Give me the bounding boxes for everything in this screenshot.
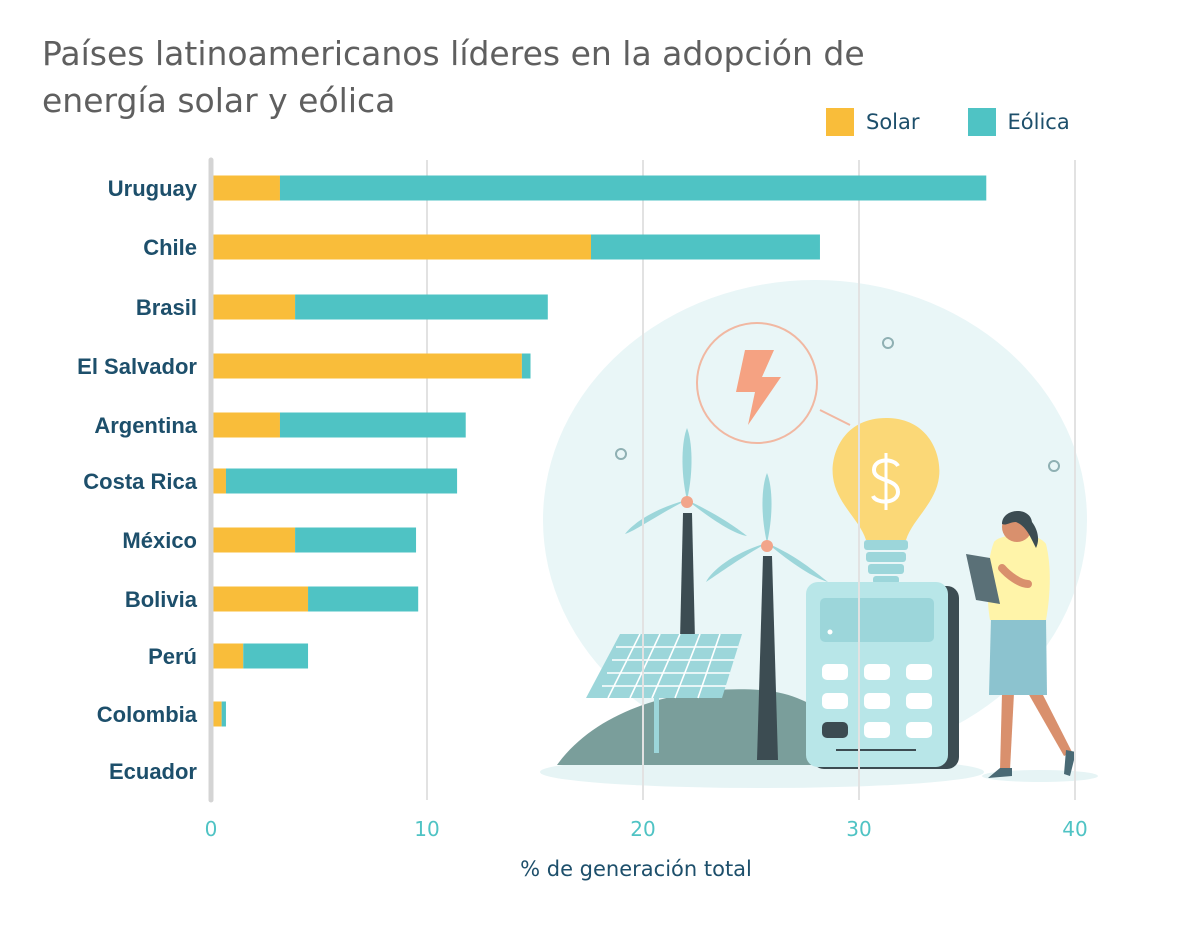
legend-label-eolica: Eólica: [1007, 110, 1070, 134]
decor-circle-3: [1048, 460, 1060, 472]
bar-solar: [213, 586, 309, 612]
y-tick-label: Bolivia: [125, 587, 198, 612]
bar-solar: [213, 527, 296, 553]
y-tick-label: El Salvador: [77, 354, 197, 379]
bar-solar: [213, 412, 280, 438]
bar-eolica: [225, 468, 458, 494]
legend-swatch-eolica: [967, 108, 996, 136]
bar-eolica: [279, 175, 987, 201]
bar-eolica: [521, 353, 531, 379]
legend: Solar Eólica: [826, 108, 1070, 136]
y-tick-label: Brasil: [136, 295, 197, 320]
bar-solar: [213, 701, 222, 727]
legend-item-eolica: Eólica: [967, 108, 1070, 136]
y-tick-label: Perú: [148, 644, 197, 669]
x-tick-label-0: 0: [205, 817, 218, 841]
y-tick-label: Chile: [143, 235, 197, 260]
bar-solar: [213, 234, 591, 260]
wind-turbine-icon: [625, 428, 747, 640]
person-with-tablet-icon: [966, 510, 1076, 778]
y-tick-label: Ecuador: [109, 759, 197, 784]
x-axis-label: % de generación total: [520, 857, 752, 881]
x-tick-label-40: 40: [1062, 817, 1087, 841]
decor-circle-2: [615, 448, 627, 460]
calculator-icon: [806, 582, 959, 769]
bar-eolica: [308, 586, 419, 612]
bar-solar: [213, 353, 522, 379]
lightning-bolt-icon: [696, 322, 851, 444]
bar-eolica: [221, 701, 226, 727]
bar-eolica: [279, 412, 466, 438]
x-axis-ticks: 0 10 20 30 40: [205, 817, 1088, 841]
y-axis-labels: Uruguay Chile Brasil El Salvador Argentina Co…: [77, 176, 198, 784]
bars: [213, 175, 987, 727]
y-tick-label: Costa Rica: [83, 469, 197, 494]
bar-eolica: [591, 234, 820, 260]
y-tick-label: Colombia: [97, 702, 198, 727]
bar-solar: [213, 175, 280, 201]
bar-eolica: [295, 527, 417, 553]
legend-label-solar: Solar: [866, 110, 920, 134]
y-tick-label: Argentina: [94, 413, 197, 438]
x-tick-label-10: 10: [414, 817, 439, 841]
bar-eolica: [295, 294, 548, 320]
decor-circle-1: [882, 337, 894, 349]
bar-solar: [213, 643, 244, 669]
x-tick-label-30: 30: [846, 817, 871, 841]
solar-panel-icon: [586, 633, 742, 753]
chart-title: Países latinoamericanos líderes en la ad…: [42, 34, 865, 120]
legend-item-solar: Solar: [826, 108, 920, 136]
y-tick-label: Uruguay: [108, 176, 198, 201]
y-tick-label: México: [122, 528, 197, 553]
bar-solar: [213, 294, 296, 320]
legend-swatch-solar: [826, 108, 854, 136]
bar-eolica: [243, 643, 309, 669]
renewable-energy-illustration: [540, 280, 1098, 788]
wind-turbine-icon: [706, 473, 828, 760]
bar-solar: [213, 468, 226, 494]
hill: [557, 689, 858, 765]
x-tick-label-20: 20: [630, 817, 655, 841]
